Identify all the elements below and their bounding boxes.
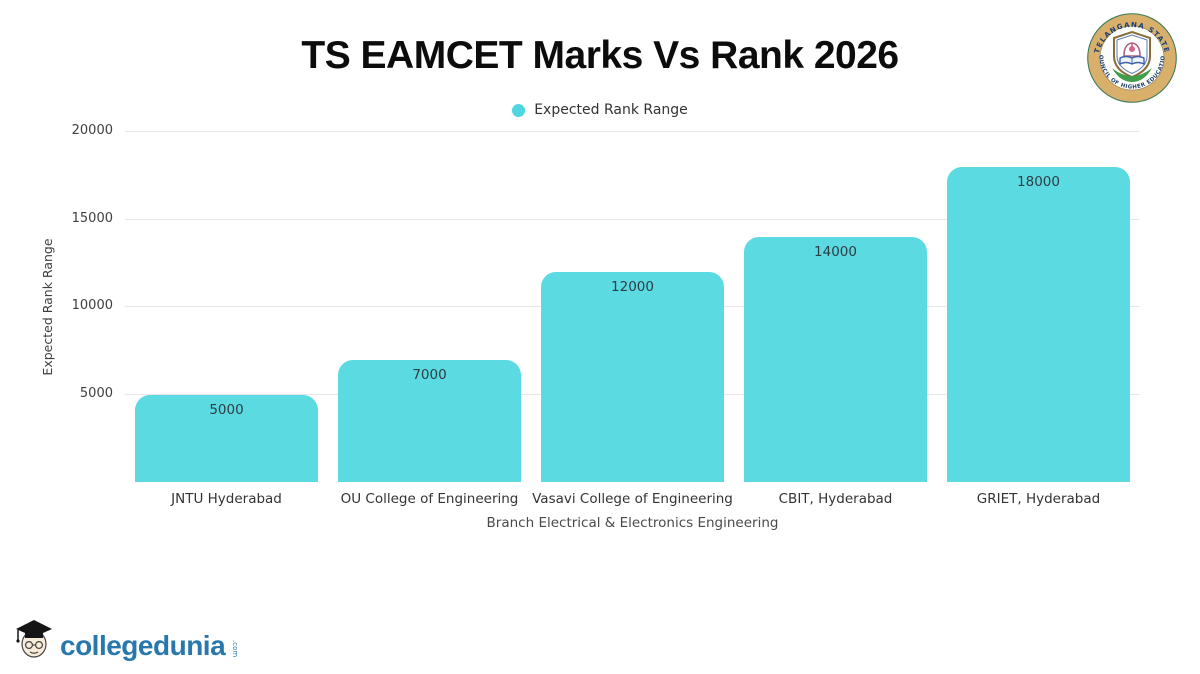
y-tick-label: 10000 [71, 298, 113, 313]
x-category-label: CBIT, Hyderabad [778, 491, 893, 507]
legend-dot-icon [512, 103, 526, 117]
seal-ring [1088, 14, 1176, 102]
page-title: TS EAMCET Marks Vs Rank 2026 [301, 34, 899, 77]
x-category-label: GRIET, Hyderabad [976, 491, 1101, 507]
bars-container: 5000 7000 12000 14000 18000 [125, 132, 1140, 482]
bar-value-label: 5000 [209, 401, 244, 418]
bar-slot: 5000 [125, 132, 328, 482]
bar-1: 5000 [135, 394, 318, 482]
seal-arch [1123, 42, 1141, 57]
y-axis-title: Expected Rank Range [40, 238, 55, 376]
seal-wreath [1112, 68, 1152, 82]
brand-suffix: .com [231, 639, 240, 657]
bar-slot: 14000 [734, 132, 937, 482]
plot-area: 5000 10000 15000 20000 5000 7000 12000 14000 18… [72, 123, 1140, 482]
bar-3: 12000 [541, 272, 724, 482]
collegedunia-mascot-icon [16, 620, 52, 658]
y-tick-label: 20000 [71, 123, 113, 138]
x-axis-labels: JNTU Hyderabad OU College of Engineering V… [125, 491, 1140, 507]
x-category-label: OU College of Engineering [340, 491, 519, 507]
collegedunia-logo: collegedunia .com [14, 616, 240, 661]
y-tick-label: 15000 [71, 210, 113, 226]
bar-slot: 18000 [937, 132, 1140, 482]
x-category-label: Vasavi College of Engineering [532, 491, 733, 507]
bar-value-label: 12000 [611, 279, 654, 295]
legend-label: Expected Rank Range [534, 102, 688, 118]
brand-name: collegedunia [60, 630, 226, 661]
bar-5: 18000 [947, 167, 1130, 482]
bar-4: 14000 [744, 237, 927, 482]
gridline: 20000 [72, 123, 1140, 138]
bar-chart: Expected Rank Range 5000 10000 15000 20000 … [0, 123, 1200, 531]
x-axis-title: Branch Electrical & Electronics Engineer… [486, 515, 779, 531]
bar-value-label: 18000 [1017, 174, 1060, 190]
bar-value-label: 14000 [814, 244, 857, 260]
gridline: 15000 [72, 211, 1140, 226]
header: TS EAMCET Marks Vs Rank 2026 TELANGANA S… [0, 0, 1200, 103]
bar-value-label: 7000 [412, 366, 447, 383]
bar-2: 7000 [338, 359, 521, 482]
tsche-seal-logo: TELANGANA STATE COUNCIL OF HIGHER EDUCAT… [1086, 12, 1177, 103]
bar-slot: 12000 [531, 132, 734, 482]
x-category-label: JNTU Hyderabad [171, 491, 282, 507]
bar-slot: 7000 [328, 132, 531, 482]
y-tick-label: 5000 [79, 385, 113, 401]
chart-legend: Expected Rank Range [0, 102, 1200, 118]
